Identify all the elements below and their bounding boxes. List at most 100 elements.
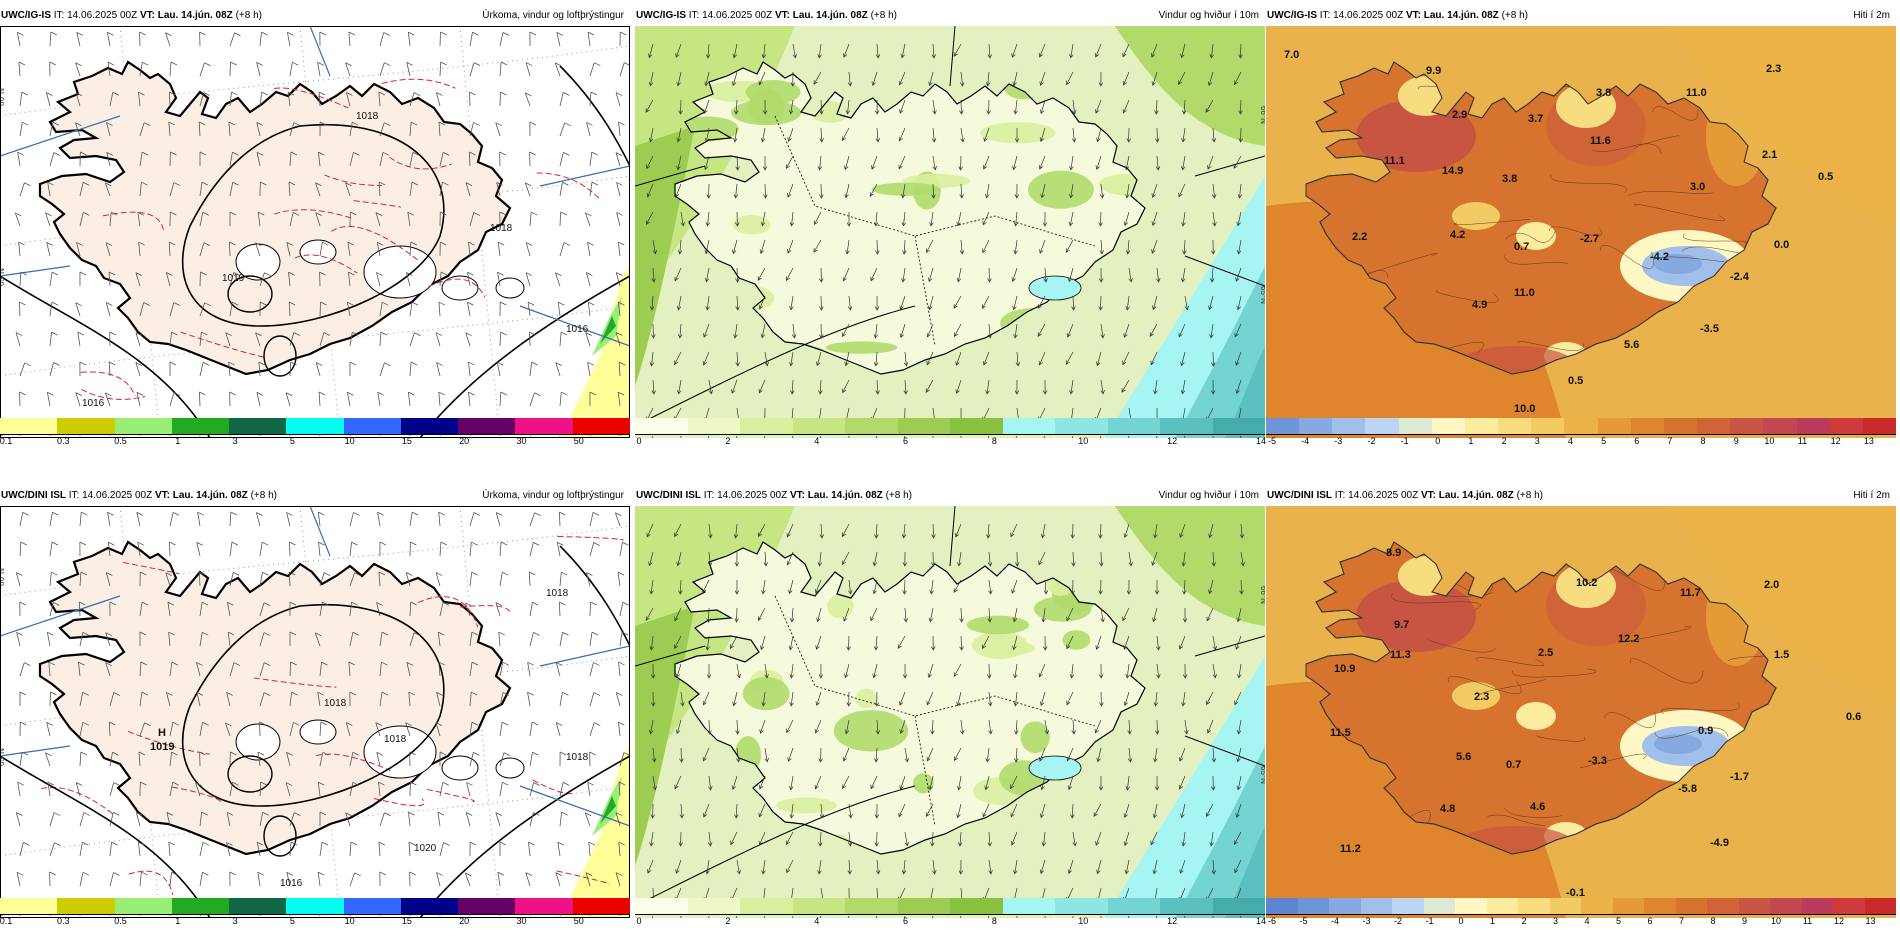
color-scale-cell <box>1675 898 1707 914</box>
pressure-center-value: 1019 <box>150 741 174 753</box>
temperature-labels: 7.0 9.9 2.9 3.7 3.8 11.0 2.3 11.1 11.6 2.1 0.5 14.9… <box>1284 49 1833 415</box>
color-scale-cell <box>1266 418 1300 434</box>
color-scale-tick: 15 <box>401 436 412 446</box>
color-scale-tick: 2 <box>725 436 731 446</box>
color-scale-cell <box>792 898 845 914</box>
color-scale-tick: 6 <box>1647 916 1653 926</box>
color-scale-cell <box>1212 418 1265 434</box>
color-scale-tick: 0.5 <box>114 436 127 446</box>
color-scale-cell <box>400 898 459 914</box>
model-name: UWC/IG-IS <box>1 10 51 21</box>
isobars <box>0 545 630 918</box>
color-scale-cell <box>171 898 230 914</box>
color-scale-tick: 2 <box>725 916 731 926</box>
latitude-label: 66°N <box>1259 586 1265 604</box>
panel-title: Vindur og hviður í 10m <box>1158 490 1259 501</box>
temperature-value: 11.0 <box>1514 287 1535 299</box>
vt-label: VT: <box>789 490 805 501</box>
color-scale-tick: -4 <box>1301 436 1310 446</box>
color-scale-tick: 0 <box>1458 916 1464 926</box>
sea-boundaries <box>635 506 1265 907</box>
valid-time: Lau. 14.jún. 08Z <box>172 490 248 501</box>
color-scale-tick: 10 <box>1078 916 1089 926</box>
high-pressure-center: H 1019 <box>150 727 174 753</box>
color-scale-cell <box>1266 898 1298 914</box>
color-scale-cell <box>792 418 845 434</box>
temperature-value: 7.0 <box>1284 49 1299 61</box>
sea-boundaries <box>635 26 1265 427</box>
init-time: 14.06.2025 00Z <box>82 490 153 501</box>
latitude-label: 66°N <box>0 568 6 586</box>
isobar-label: 1018 <box>566 752 589 763</box>
temperature-value: 0.0 <box>1774 239 1789 251</box>
temperature-value: 2.2 <box>1352 231 1367 243</box>
temperature-value: 11.7 <box>1680 587 1701 599</box>
lead-time: (+8 h) <box>885 490 912 501</box>
wind-gust-map: 66°N 65°N <box>635 26 1265 438</box>
color-scale-tick: 11 <box>1797 436 1808 446</box>
temperature-value: 10.0 <box>1514 403 1535 415</box>
temperature-value: 0.5 <box>1818 171 1833 183</box>
color-scale-tick: -1 <box>1425 916 1434 926</box>
isobar-labels: 1018 1018 1019 1016 1016 <box>82 111 589 409</box>
temperature-value: -3.5 <box>1700 323 1719 335</box>
color-scale-tick: 0.1 <box>0 916 13 926</box>
vt-label: VT: <box>1420 490 1436 501</box>
temperature-value: 2.0 <box>1764 579 1779 591</box>
color-scale-cell <box>1612 898 1644 914</box>
color-scale-cell <box>1107 898 1160 914</box>
color-scale-tick: 0.3 <box>57 436 70 446</box>
color-scale-cell <box>343 898 401 914</box>
glacier-areas <box>235 719 525 781</box>
panel-header: UWC/IG-IS IT: 14.06.2025 00Z VT: Lau. 14… <box>0 6 630 26</box>
color-scale-tick: -5 <box>1299 916 1308 926</box>
valid-time: Lau. 14.jún. 08Z <box>1423 10 1499 21</box>
color-scale-cell <box>286 418 344 434</box>
temperature-value: 4.6 <box>1530 801 1545 813</box>
run-info: UWC/IG-IS IT: 14.06.2025 00Z VT: Lau. 14… <box>1267 6 1528 26</box>
region-boundaries <box>774 595 1096 827</box>
color-scale-cell <box>950 418 1003 434</box>
color-scale-tick: 10 <box>344 916 355 926</box>
color-scale-cell <box>1581 898 1613 914</box>
color-scale-cell <box>1730 418 1764 434</box>
color-scale-tick: 0.3 <box>57 916 70 926</box>
color-scale-cell <box>572 418 630 434</box>
color-scale-tick: 14 <box>1255 436 1267 446</box>
color-scale-cell <box>1212 898 1265 914</box>
latitude-label: 65°N <box>0 748 6 766</box>
precip-contours <box>41 535 624 896</box>
map-panel-r1c3: UWC/IG-IS IT: 14.06.2025 00Z VT: Lau. 14… <box>1266 6 1896 462</box>
isobar-label: 1018 <box>324 698 347 709</box>
temperature-value: 11.3 <box>1390 649 1411 661</box>
color-scale-cell <box>1833 898 1865 914</box>
color-scale-cell <box>343 418 401 434</box>
color-scale-tick: 6 <box>1634 436 1640 446</box>
temperature-value: 2.9 <box>1452 109 1467 121</box>
temperature-value: 0.7 <box>1506 759 1521 771</box>
color-scale-bar <box>0 418 630 435</box>
temperature-value: 11.5 <box>1330 727 1351 739</box>
lead-time: (+8 h) <box>1501 10 1528 21</box>
color-scale-cell <box>229 418 287 434</box>
color-scale-tick: 14 <box>1255 916 1267 926</box>
init-time: 14.06.2025 00Z <box>717 490 788 501</box>
color-scale-tick: 8 <box>991 436 997 446</box>
map-panel-r2c3: UWC/DINI ISL IT: 14.06.2025 00Z VT: Lau.… <box>1266 486 1896 942</box>
isobar-labels: 1018 1018 1018 1016 1020 1018 <box>280 588 589 889</box>
color-scale-tick: 13 <box>1863 436 1874 446</box>
run-info: UWC/IG-IS IT: 14.06.2025 00Z VT: Lau. 14… <box>636 6 897 26</box>
lead-time: (+8 h) <box>250 490 277 501</box>
color-scale-cell <box>1002 898 1055 914</box>
panel-header: UWC/IG-IS IT: 14.06.2025 00Z VT: Lau. 14… <box>1266 6 1896 26</box>
temperature-value: -4.2 <box>1650 251 1669 263</box>
temperature-value: 3.8 <box>1502 173 1517 185</box>
temperature-value: 4.2 <box>1450 229 1465 241</box>
color-scale-tick: -3 <box>1362 916 1371 926</box>
color-scale-tick: -5 <box>1267 436 1277 446</box>
coastline <box>1305 541 1777 855</box>
color-scale-tick: 7 <box>1678 916 1685 926</box>
model-name: UWC/DINI ISL <box>1 490 66 501</box>
lake <box>1028 755 1082 781</box>
